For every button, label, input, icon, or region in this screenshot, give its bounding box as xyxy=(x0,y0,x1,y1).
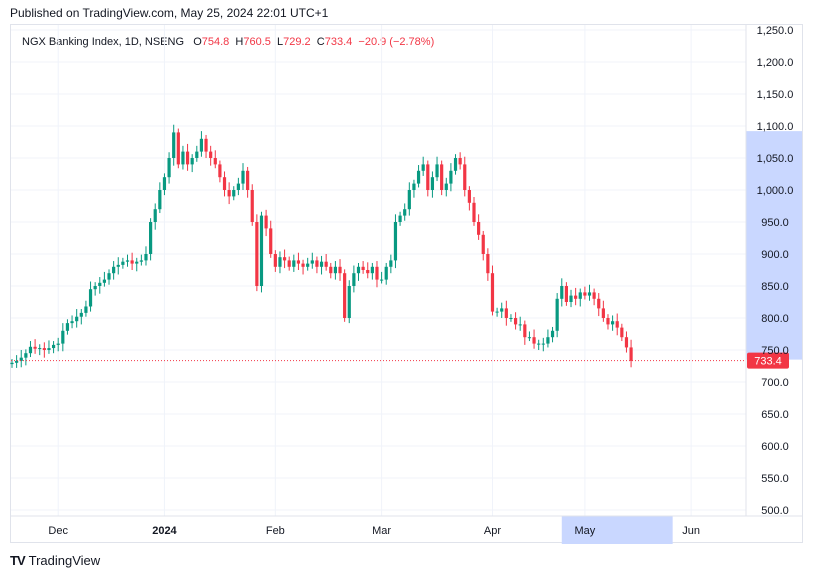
legend-close-label: C xyxy=(316,36,325,48)
tradingview-brand: TradingView xyxy=(28,553,101,568)
tradingview-logo: TV xyxy=(10,553,26,568)
published-caption: Published on TradingView.com, May 25, 20… xyxy=(10,6,329,20)
chart-frame[interactable] xyxy=(10,24,803,543)
legend-change: −20.9 (−2.78%) xyxy=(358,36,435,48)
footer-brand[interactable]: TV TradingView xyxy=(10,553,100,568)
legend-high: 760.5 xyxy=(243,36,271,48)
legend-symbol: NGX Banking Index, 1D, NSENG xyxy=(22,36,185,48)
legend-low: 729.2 xyxy=(283,36,311,48)
legend-high-label: H xyxy=(235,36,244,48)
legend-close: 733.4 xyxy=(324,36,353,48)
chart-legend: NGX Banking Index, 1D, NSENG O754.8 H760… xyxy=(22,36,434,48)
legend-open-label: O xyxy=(193,36,202,48)
legend-low-label: L xyxy=(277,36,284,48)
legend-open: 754.8 xyxy=(201,36,230,48)
